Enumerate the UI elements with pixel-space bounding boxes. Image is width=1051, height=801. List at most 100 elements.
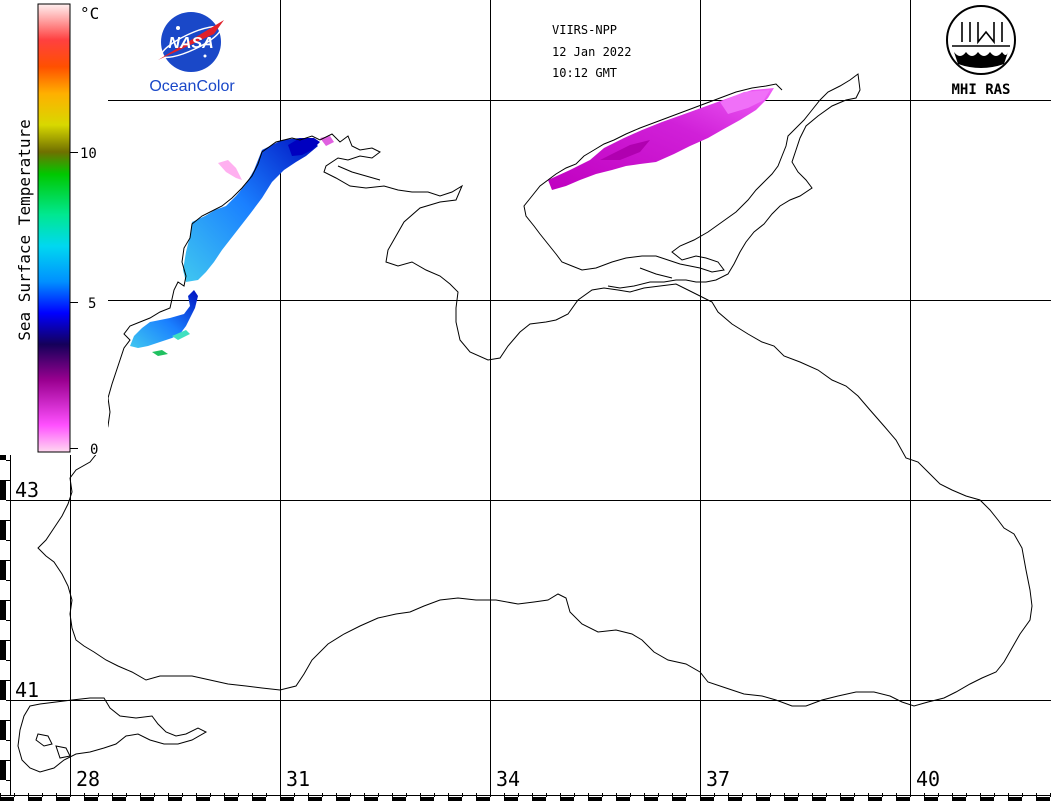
sst-patch-danube	[130, 290, 198, 348]
bottom-scale-segment	[336, 797, 350, 801]
bottom-scale-segment	[616, 797, 630, 801]
bottom-scale-segment	[532, 797, 546, 801]
bottom-scale-segment	[784, 797, 798, 801]
left-scale-segment	[0, 680, 6, 700]
bottom-scale-segment	[560, 797, 574, 801]
lon-label-40: 40	[916, 767, 940, 791]
bottom-scale-segment	[168, 797, 182, 801]
left-scale-segment	[0, 500, 6, 520]
lon-label-31: 31	[286, 767, 310, 791]
coast-crimea-east	[523, 73, 861, 289]
bottom-scale-segment	[714, 797, 728, 801]
bottom-scale-segment	[504, 797, 518, 801]
lon-labels: 28 31 34 37 40	[76, 767, 940, 791]
oceancolor-text: OceanColor	[149, 78, 235, 95]
colorbar-panel: °C 10 5 0 Sea Surface Temperature	[0, 0, 108, 458]
sst-patch-cyan-strip	[172, 330, 190, 340]
left-scale-segment	[0, 640, 6, 660]
bottom-scale-segment	[238, 797, 252, 801]
sst-patch-green	[152, 350, 168, 356]
bottom-scale-segment	[728, 797, 742, 801]
bottom-scale-segment	[868, 797, 882, 801]
bottom-scale-segment	[1008, 797, 1022, 801]
colorbar-gradient	[37, 3, 71, 453]
colorbar-label-0: 0	[90, 442, 98, 458]
sst-data-azov	[548, 88, 774, 190]
bottom-scale-segment	[700, 797, 714, 801]
left-scale-segment	[0, 480, 6, 500]
bottom-scale-segment	[28, 797, 42, 801]
bottom-scale-segment	[770, 797, 784, 801]
bottom-scale-segment	[378, 797, 392, 801]
bottom-scale-segment	[140, 797, 154, 801]
nasa-logo: NASA OceanColor	[149, 12, 235, 95]
left-scale-segment	[0, 620, 6, 640]
bottom-scale-segment	[910, 797, 924, 801]
lon-label-37: 37	[706, 767, 730, 791]
bottom-scale-segment	[896, 797, 910, 801]
mhi-ras-text: MHI RAS	[951, 82, 1010, 98]
coast-islet-2	[55, 745, 71, 759]
left-scale-segment	[0, 520, 6, 540]
bottom-scale-segment	[980, 797, 994, 801]
sst-patch-azov	[548, 88, 774, 190]
bottom-scale-segment	[84, 797, 98, 801]
bottom-scale-segment	[392, 797, 406, 801]
lat-label-43: 43	[15, 478, 39, 502]
bottom-scale-segment	[420, 797, 434, 801]
left-scale-segment	[0, 580, 6, 600]
sst-patch-bay	[288, 138, 320, 156]
bottom-scale-segment	[126, 797, 140, 801]
bottom-scale-segment	[742, 797, 756, 801]
bottom-scale-segment	[994, 797, 1008, 801]
time-label: 10:12 GMT	[552, 66, 617, 80]
bottom-scale-segment	[574, 797, 588, 801]
bottom-scale	[0, 793, 1051, 801]
bottom-scale-segment	[756, 797, 770, 801]
lat-labels: 43 41	[12, 476, 52, 702]
coast-west	[37, 133, 1033, 707]
bottom-scale-segment	[280, 797, 294, 801]
left-scale-segment	[0, 540, 6, 560]
bottom-scale-segment	[308, 797, 322, 801]
nasa-logo-text: NASA	[168, 35, 213, 52]
sst-data-northwest	[130, 136, 334, 356]
bottom-scale-segment	[112, 797, 126, 801]
bottom-scale-segment	[672, 797, 686, 801]
colorbar-label-10: 10	[80, 146, 97, 162]
bottom-scale-segment	[210, 797, 224, 801]
left-scale-segment	[0, 560, 6, 580]
bottom-scale-segment	[490, 797, 504, 801]
bottom-scale-segment	[630, 797, 644, 801]
bottom-scale-segment	[56, 797, 70, 801]
bottom-scale-segment	[224, 797, 238, 801]
colorbar-label-5: 5	[88, 296, 96, 312]
bottom-scale-segment	[952, 797, 966, 801]
bottom-scale-segment	[938, 797, 952, 801]
bottom-scale-segment	[196, 797, 210, 801]
bottom-scale-segment	[658, 797, 672, 801]
bottom-scale-segment	[364, 797, 378, 801]
bottom-scale-segment	[462, 797, 476, 801]
bottom-scale-segment	[476, 797, 490, 801]
left-scale-segment	[0, 700, 6, 720]
bottom-scale-segment	[42, 797, 56, 801]
left-scale-segment	[0, 660, 6, 680]
coast-spit-2	[639, 267, 673, 279]
bottom-scale-segment	[434, 797, 448, 801]
header: VIIRS-NPP 12 Jan 2022 10:12 GMT	[552, 23, 631, 80]
bottom-scale-segment	[602, 797, 616, 801]
bottom-scale-segment	[0, 797, 14, 801]
left-scale-segment	[0, 760, 6, 780]
lon-label-28: 28	[76, 767, 100, 791]
left-scale-segment	[0, 720, 6, 740]
bottom-scale-segment	[826, 797, 840, 801]
bottom-scale-segment	[406, 797, 420, 801]
mhi-ras-logo: MHI RAS	[946, 5, 1016, 98]
bottom-scale-segment	[322, 797, 336, 801]
left-scale-segment	[0, 780, 6, 800]
bottom-scale-segment	[798, 797, 812, 801]
bottom-scale-segment	[924, 797, 938, 801]
